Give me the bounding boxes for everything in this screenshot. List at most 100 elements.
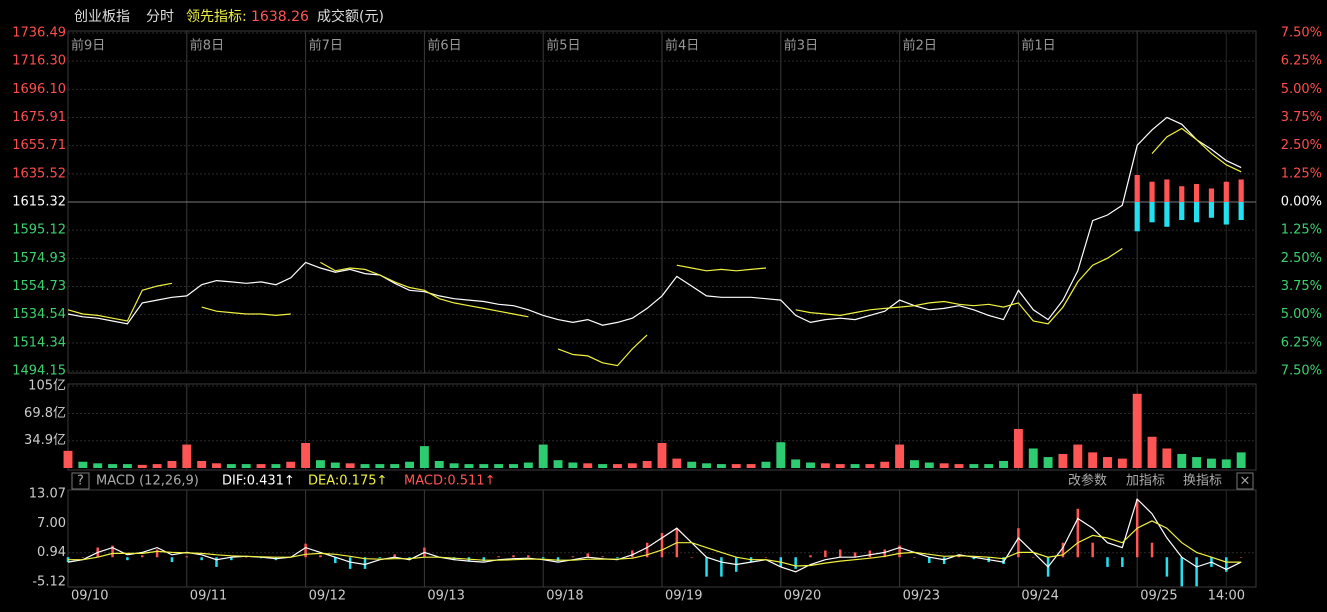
bar [631,550,634,558]
y-tick-label: 1716.30 [12,54,66,69]
volume-bar [1117,458,1127,468]
y-tick-label: 1554.73 [12,279,66,294]
toolbar-button[interactable]: 加指标 [1126,474,1165,489]
bar [705,557,708,577]
bar [185,556,189,558]
y-tick-label: 105亿 [28,379,66,394]
volume-bar [865,464,875,468]
y2-tick-label: 0.00% [1281,195,1322,210]
bar [1149,202,1155,223]
volume-bar [434,460,444,468]
bar [1208,188,1215,202]
x-tick-label: 14:00 [1208,589,1245,604]
volume-bar [122,464,132,468]
y2-tick-label: 6.25% [1281,335,1322,350]
volume-bar [1192,457,1202,468]
x-tick-label: 09/13 [427,589,464,604]
y2-tick-label: 7.50% [1281,364,1322,379]
y2-tick-label: 6.25% [1281,54,1322,69]
volume-bar [405,461,415,468]
bar [126,557,129,561]
y2-tick-label: 5.00% [1281,82,1322,97]
y2-tick-label: 3.75% [1281,279,1322,294]
x-tick-label: 09/12 [309,589,346,604]
volume-bar [226,464,236,468]
y2-tick-label: 5.00% [1281,307,1322,322]
indicator-label: 领先指标: [186,9,247,25]
bar [660,533,664,558]
volume-bar [1013,428,1023,468]
bar [972,557,976,560]
volume-bar [1162,448,1172,468]
bar [1164,179,1170,202]
volume-bar [835,464,845,468]
volume-bar [464,464,474,468]
bar [1091,542,1094,558]
volume-bar [1043,457,1053,468]
x-tick-label: 09/20 [784,589,821,604]
bar [319,555,322,558]
dea-value: DEA:0.175↑ [308,474,387,489]
y-tick-label: 1514.34 [12,335,66,350]
bar [1194,183,1200,202]
y2-tick-label: 2.50% [1281,138,1322,153]
bar [1106,557,1109,567]
bar [1179,186,1185,202]
volume-bar [93,463,103,468]
day-label: 前7日 [309,38,343,54]
bar [1121,557,1124,567]
indicator-value: 1638.26 [251,9,309,25]
volume-bar [375,464,385,468]
x-tick-label: 09/11 [190,589,227,604]
volume-bar [212,463,221,468]
bar [809,555,812,558]
bar [1194,202,1200,223]
bar [170,557,174,563]
volume-bar [568,462,578,468]
volume-bar [538,444,548,468]
volume-bar [612,464,622,468]
y-tick-label: 1736.49 [12,26,66,41]
volume-bar [182,444,192,468]
volume-bar [1088,452,1098,468]
volume-bar [315,460,325,468]
volume-bar [108,464,118,468]
volume-bar [1147,436,1157,468]
volume-bar [627,463,637,468]
y-tick-label: 1534.54 [12,307,66,322]
bar [1150,542,1154,558]
toolbar-button[interactable]: 换指标 [1183,474,1222,489]
help-box[interactable] [71,472,90,490]
y-tick-label: 1494.15 [12,364,66,379]
volume-bar [494,464,504,468]
bar [1195,557,1198,587]
bar [393,554,396,558]
volume-bar [1028,448,1038,468]
bar [764,557,768,558]
volume-bar [672,458,682,468]
close-box[interactable] [1236,472,1254,490]
bar [482,557,486,562]
bar [155,549,159,558]
volume-bar [731,464,741,468]
help-button[interactable]: ? [77,474,84,489]
toolbar-button[interactable]: 改参数 [1068,473,1107,489]
bar [1134,202,1140,232]
bar [868,550,872,558]
y-tick-label: 34.9亿 [24,433,66,448]
bar [720,557,723,577]
y-tick-label: 1696.10 [12,82,66,97]
volume-bar [761,461,771,468]
day-label: 前1日 [1021,38,1055,54]
day-label: 前4日 [665,38,699,54]
bar [601,556,604,558]
volume-bar [1221,459,1231,468]
volume-bar [197,460,207,468]
day-label: 前9日 [71,38,105,54]
y-tick-label: 13.07 [29,486,66,501]
bar [1164,202,1170,227]
close-button[interactable]: × [1240,474,1251,489]
bar [645,542,649,558]
